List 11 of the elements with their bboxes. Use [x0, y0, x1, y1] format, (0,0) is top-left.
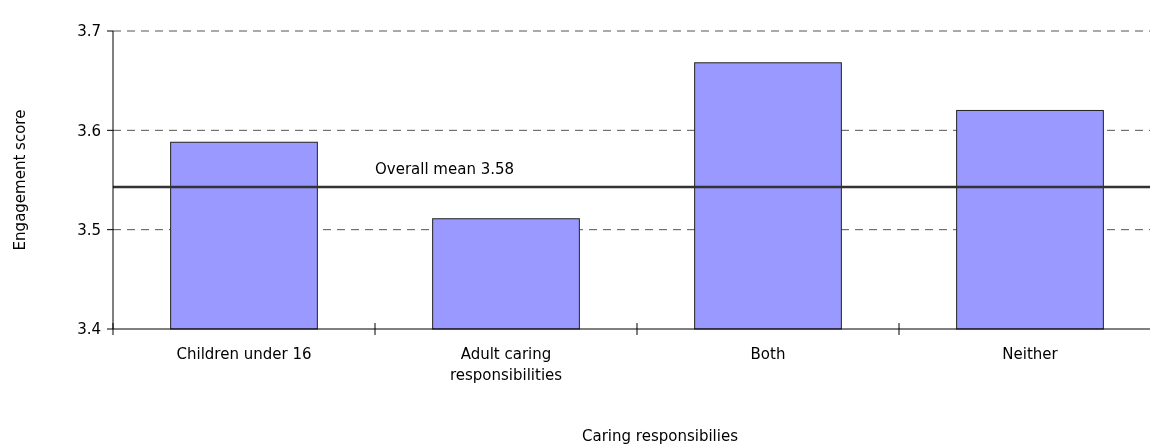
x-axis-title: Caring responsibilies [582, 427, 739, 445]
y-tick-label: 3.4 [77, 320, 101, 339]
x-tick-label: Both [750, 345, 786, 363]
ref-line-label: Overall mean 3.58 [375, 159, 515, 178]
y-axis-title: Engagement score [11, 109, 29, 251]
x-tick-label: Children under 16 [176, 345, 312, 363]
x-tick-label: Adult caring responsibilities [449, 345, 563, 384]
x-tick-label: Neither [1002, 345, 1059, 363]
y-tick-label: 3.5 [77, 220, 101, 239]
y-tick-label: 3.7 [77, 22, 101, 41]
y-tick-label: 3.6 [77, 121, 101, 140]
